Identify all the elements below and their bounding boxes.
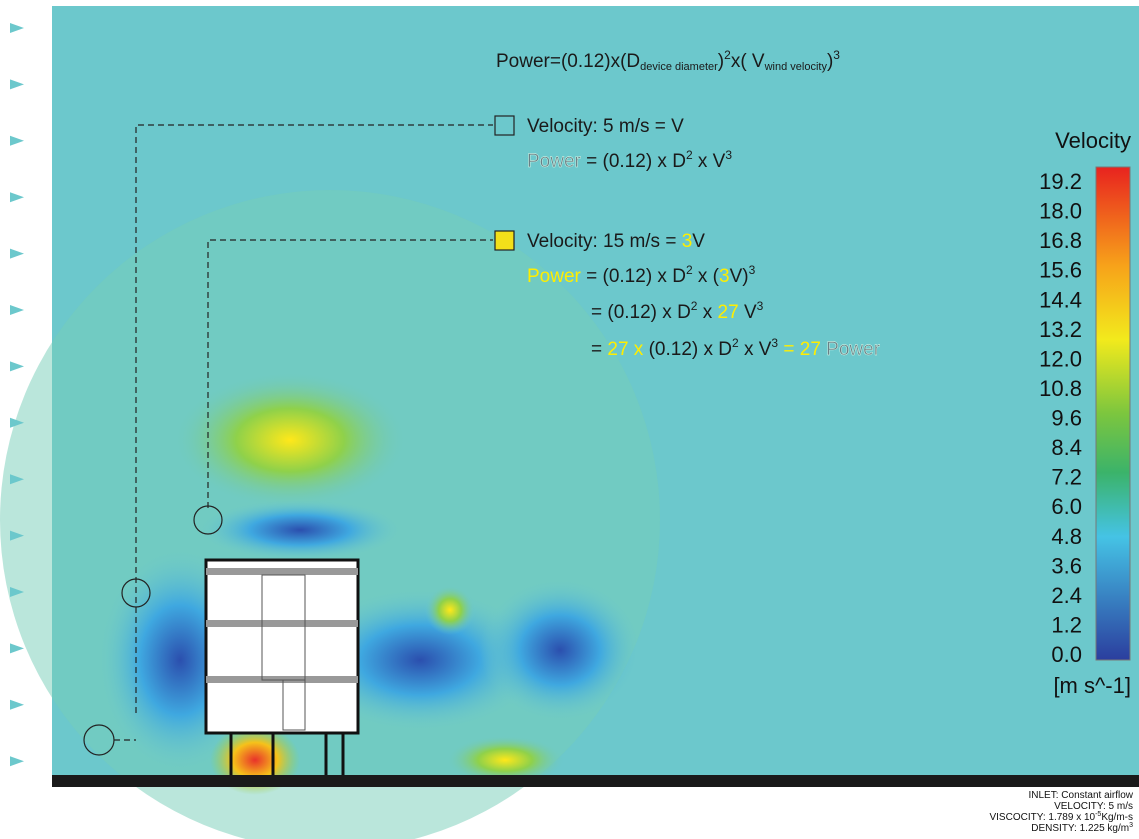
inlet-arrow [10,699,24,710]
colorbar-label: 16.8 [1039,228,1082,253]
case-1-power: Power = (0.12) x D2 x V3 [527,148,732,172]
colorbar-label: 12.0 [1039,346,1082,371]
colorbar-label: 0.0 [1051,642,1082,667]
high-speed-zone [445,735,565,785]
inlet-arrow [10,756,24,767]
low-speed-zone [200,500,400,560]
footer-inlet: INLET: Constant airflow [1029,790,1134,801]
case-2-velocity: Velocity: 15 m/s = 3V [527,231,705,252]
colorbar-label: 1.2 [1051,612,1082,637]
inlet-arrow [10,23,24,33]
inlet-arrow [10,474,24,485]
colorbar-labels: 19.2 18.0 16.8 15.6 14.4 13.2 12.0 10.8 9.6 8.4 7.… [1039,169,1082,667]
colorbar-label: 19.2 [1039,169,1082,194]
colorbar-label: 6.0 [1051,494,1082,519]
building [204,558,360,776]
inlet-arrow [10,305,24,315]
inlet-arrow [10,248,24,259]
case-2-line-3: = 27 x (0.12) x D2 x V3 = 27 Power [591,336,881,360]
power-formula: Power=(0.12)x(Ddevice diameter)2x( Vwind… [496,48,840,73]
footer-velocity: VELOCITY: 5 m/s [1054,801,1133,812]
footer-density: DENSITY: 1.225 kg/m3 [1031,822,1133,834]
colorbar-label: 2.4 [1051,583,1082,608]
inlet-arrow [10,417,24,428]
colorbar-label: 9.6 [1051,406,1082,431]
low-speed-zone [480,580,640,720]
low-speed-zone [300,590,540,730]
inlet-arrow [10,192,24,203]
colorbar-label: 14.4 [1039,287,1082,312]
colorbar-title: Velocity [1055,128,1131,153]
colorbar-label: 15.6 [1039,258,1082,283]
colorbar-label: 3.6 [1051,553,1082,578]
colorbar-label: 10.8 [1039,376,1082,401]
inlet-arrow [10,530,24,541]
ground [52,775,1139,787]
inlet-arrow [10,587,24,597]
case-2-line-2: = (0.12) x D2 x 27 V3 [591,299,764,323]
inlet-arrow [10,643,24,654]
inlet-arrow [10,79,24,90]
colorbar-label: 8.4 [1051,435,1082,460]
inlet-arrow [10,361,24,372]
colorbar-label: 18.0 [1039,199,1082,224]
high-speed-zone [425,585,475,635]
case-1-velocity: Velocity: 5 m/s = V [527,116,684,137]
colorbar-label: 7.2 [1051,465,1082,490]
colorbar [1095,166,1131,661]
colorbar-units: [m s^-1] [1053,673,1131,698]
colorbar-label: 13.2 [1039,317,1082,342]
colorbar-label: 4.8 [1051,524,1082,549]
callouts [83,115,515,756]
high-speed-zone [170,370,410,510]
inlet-arrow [10,135,24,146]
case-2-power: Power = (0.12) x D2 x (3V)3 [527,263,756,287]
inlet-arrows [10,23,24,767]
footer-viscosity: VISCOCITY: 1.789 x 10-5Kg/m-s [989,811,1133,823]
